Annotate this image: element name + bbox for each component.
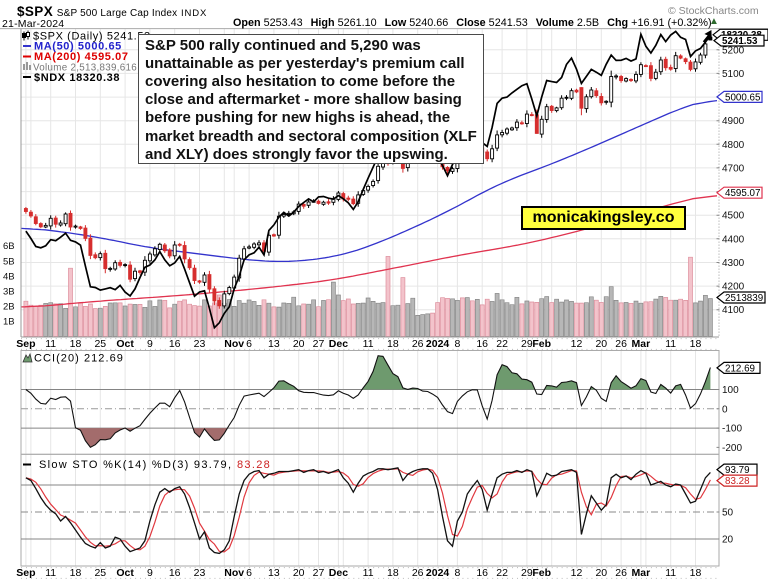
svg-text:16: 16 xyxy=(476,338,488,350)
svg-text:16: 16 xyxy=(169,567,181,579)
svg-text:29: 29 xyxy=(521,567,533,579)
svg-text:12: 12 xyxy=(571,338,583,350)
svg-text:4595.07: 4595.07 xyxy=(725,188,760,199)
svg-text:Sep: Sep xyxy=(16,567,35,579)
svg-text:93.79: 93.79 xyxy=(725,465,750,476)
svg-text:83.28: 83.28 xyxy=(725,476,750,487)
svg-text:Feb: Feb xyxy=(532,338,551,350)
svg-text:18: 18 xyxy=(70,338,82,350)
svg-text:20: 20 xyxy=(722,535,734,546)
svg-text:11: 11 xyxy=(363,338,374,350)
svg-text:8: 8 xyxy=(454,567,460,579)
svg-text:20: 20 xyxy=(595,567,607,579)
svg-text:MA(200) 4595.07: MA(200) 4595.07 xyxy=(34,51,129,63)
svg-text:26: 26 xyxy=(615,338,627,350)
svg-text:2024: 2024 xyxy=(426,338,450,350)
svg-text:6B: 6B xyxy=(3,241,15,252)
svg-text:Dec: Dec xyxy=(329,567,348,579)
svg-text:-100: -100 xyxy=(722,424,742,435)
svg-text:83.28: 83.28 xyxy=(237,459,271,471)
svg-text:2024: 2024 xyxy=(426,567,450,579)
svg-text:23: 23 xyxy=(194,567,206,579)
svg-text:4500: 4500 xyxy=(722,211,745,222)
svg-text:Oct: Oct xyxy=(116,567,134,579)
svg-text:9: 9 xyxy=(147,338,153,350)
svg-text:16: 16 xyxy=(169,338,181,350)
svg-text:Nov: Nov xyxy=(224,567,244,579)
svg-text:Nov: Nov xyxy=(224,338,244,350)
svg-text:26: 26 xyxy=(412,338,424,350)
svg-text:25: 25 xyxy=(94,567,106,579)
svg-text:4400: 4400 xyxy=(722,234,745,245)
svg-text:Slow STO %K(14) %D(3) 93.79,: Slow STO %K(14) %D(3) 93.79, xyxy=(39,459,232,471)
svg-text:1B: 1B xyxy=(3,317,15,328)
svg-text:20: 20 xyxy=(595,338,607,350)
svg-text:27: 27 xyxy=(313,338,325,350)
svg-text:CCI(20) 212.69: CCI(20) 212.69 xyxy=(34,353,124,365)
svg-text:Mar: Mar xyxy=(632,567,651,579)
svg-text:Sep: Sep xyxy=(16,338,35,350)
svg-text:Oct: Oct xyxy=(116,338,134,350)
svg-text:-200: -200 xyxy=(722,443,742,454)
svg-text:29: 29 xyxy=(521,338,533,350)
svg-text:5000.65: 5000.65 xyxy=(725,92,761,103)
svg-text:12: 12 xyxy=(571,567,583,579)
svg-text:4700: 4700 xyxy=(722,163,745,174)
svg-text:16: 16 xyxy=(476,567,488,579)
svg-text:5B: 5B xyxy=(3,256,15,267)
svg-text:Feb: Feb xyxy=(532,567,551,579)
svg-text:6: 6 xyxy=(246,338,252,350)
svg-text:4200: 4200 xyxy=(722,282,745,293)
svg-text:25: 25 xyxy=(94,338,106,350)
svg-text:11: 11 xyxy=(665,338,676,350)
svg-text:23: 23 xyxy=(194,338,206,350)
svg-text:6: 6 xyxy=(246,567,252,579)
svg-text:5200: 5200 xyxy=(722,45,745,56)
svg-text:13: 13 xyxy=(268,338,280,350)
svg-text:18: 18 xyxy=(690,338,702,350)
svg-text:4100: 4100 xyxy=(722,305,745,316)
svg-text:8: 8 xyxy=(454,338,460,350)
svg-text:4300: 4300 xyxy=(722,258,745,269)
svg-text:4900: 4900 xyxy=(722,116,745,127)
svg-text:11: 11 xyxy=(45,567,56,579)
svg-text:212.69: 212.69 xyxy=(725,363,755,374)
svg-text:4800: 4800 xyxy=(722,140,745,151)
svg-text:20: 20 xyxy=(293,567,305,579)
svg-text:50: 50 xyxy=(722,508,734,519)
svg-text:2B: 2B xyxy=(3,302,15,313)
svg-text:MA(50) 5000.65: MA(50) 5000.65 xyxy=(34,41,122,53)
svg-text:Mar: Mar xyxy=(632,338,651,350)
svg-text:27: 27 xyxy=(313,567,325,579)
svg-text:22: 22 xyxy=(496,338,508,350)
svg-text:20: 20 xyxy=(293,338,305,350)
svg-text:100: 100 xyxy=(722,385,739,396)
svg-text:22: 22 xyxy=(496,567,508,579)
svg-text:18: 18 xyxy=(387,338,399,350)
svg-text:18: 18 xyxy=(70,567,82,579)
svg-text:3B: 3B xyxy=(3,287,15,298)
svg-text:0: 0 xyxy=(722,404,728,415)
svg-text:18: 18 xyxy=(690,567,702,579)
svg-text:$SPX (Daily) 5241.53: $SPX (Daily) 5241.53 xyxy=(33,31,151,43)
svg-text:13: 13 xyxy=(268,567,280,579)
svg-text:11: 11 xyxy=(45,338,56,350)
svg-text:26: 26 xyxy=(615,567,627,579)
svg-text:9: 9 xyxy=(147,567,153,579)
svg-text:Volume 2,513,839,616: Volume 2,513,839,616 xyxy=(33,63,137,74)
svg-text:$NDX 18320.38: $NDX 18320.38 xyxy=(34,72,120,84)
svg-text:4B: 4B xyxy=(3,271,15,282)
svg-text:18: 18 xyxy=(387,567,399,579)
svg-text:5241.53: 5241.53 xyxy=(722,36,758,47)
svg-text:11: 11 xyxy=(363,567,374,579)
svg-text:5100: 5100 xyxy=(722,69,745,80)
svg-text:2513839: 2513839 xyxy=(725,293,763,304)
svg-text:Dec: Dec xyxy=(329,338,348,350)
svg-text:11: 11 xyxy=(665,567,676,579)
svg-text:26: 26 xyxy=(412,567,424,579)
